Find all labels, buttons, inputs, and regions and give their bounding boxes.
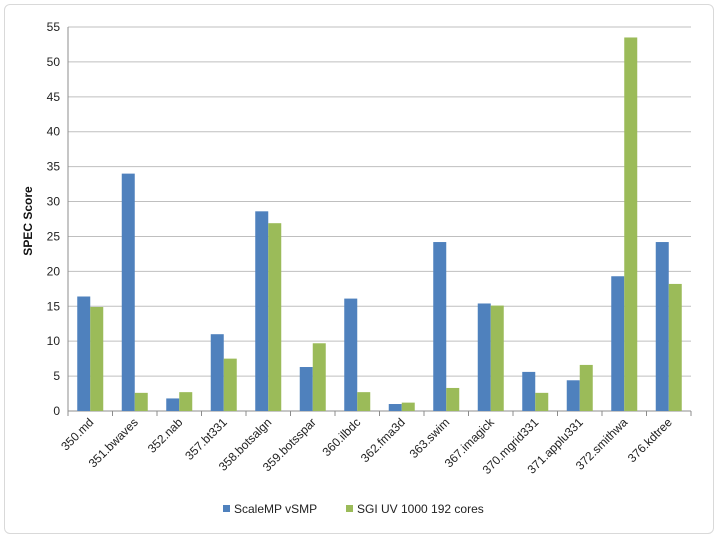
y-axis-title: SPEC Score	[21, 186, 35, 256]
bar-scalemp-360-ilbdc	[344, 298, 358, 411]
bar-scalemp-376-kdtree	[655, 242, 669, 411]
bar-sgi-uv-352-nab	[179, 392, 193, 411]
legend-label-sgi-uv: SGI UV 1000 192 cores	[357, 502, 484, 516]
bar-scalemp-363-swim	[433, 242, 447, 411]
y-tick-label: 10	[47, 334, 61, 348]
y-tick-label: 30	[47, 195, 61, 209]
bar-sgi-uv-372-smithwa	[624, 37, 638, 412]
bar-sgi-uv-370-mgrid331	[535, 392, 549, 411]
bar-sgi-uv-367-imagick	[490, 305, 504, 411]
bars-layer	[77, 37, 682, 412]
bar-scalemp-367-imagick	[477, 303, 491, 411]
x-tick-label: 352.nab	[145, 415, 186, 456]
bar-sgi-uv-360-ilbdc	[357, 392, 371, 411]
y-tick-label: 45	[47, 90, 61, 104]
y-tick-label: 40	[47, 125, 61, 139]
y-tick-label: 20	[47, 264, 61, 278]
legend-swatch-scalemp	[223, 505, 230, 512]
x-tick-label: 360.ilbdc	[319, 415, 363, 459]
x-tick-label: 362.fma3d	[358, 415, 408, 465]
y-tick-label: 15	[47, 299, 61, 313]
bar-sgi-uv-358-botsalgn	[268, 223, 282, 411]
bar-sgi-uv-359-botsspar	[312, 343, 326, 411]
x-tick-label: 350.md	[58, 415, 96, 453]
bar-scalemp-352-nab	[166, 398, 180, 411]
bar-sgi-uv-371-applu331	[579, 364, 593, 411]
bar-sgi-uv-376-kdtree	[668, 283, 682, 411]
y-tick-label: 0	[53, 404, 60, 418]
y-tick-label: 25	[47, 229, 61, 243]
bar-scalemp-351-bwaves	[121, 173, 135, 411]
bar-sgi-uv-363-swim	[446, 387, 460, 411]
y-tick-label: 5	[53, 369, 60, 383]
legend: ScaleMP vSMP SGI UV 1000 192 cores	[223, 502, 484, 516]
legend-label-scalemp: ScaleMP vSMP	[234, 502, 317, 516]
bar-scalemp-371-applu331	[566, 380, 580, 411]
y-tick-label: 35	[47, 160, 61, 174]
bar-sgi-uv-362-fma3d	[401, 402, 415, 411]
bar-sgi-uv-351-bwaves	[134, 392, 148, 411]
bar-scalemp-372-smithwa	[611, 276, 625, 411]
legend-swatch-sgi-uv	[346, 505, 353, 512]
y-tick-label: 50	[47, 55, 61, 69]
grid-layer	[68, 26, 691, 412]
bar-scalemp-358-botsalgn	[255, 211, 269, 411]
y-tick-label: 55	[47, 20, 61, 34]
x-tick-label: 376.kdtree	[625, 415, 675, 465]
bar-scalemp-370-mgrid331	[522, 371, 536, 411]
bar-sgi-uv-357-bt331	[223, 358, 237, 411]
bar-scalemp-362-fma3d	[388, 404, 402, 411]
bar-scalemp-350-md	[77, 296, 91, 411]
bar-scalemp-359-botsspar	[299, 367, 313, 411]
x-tick-label: 363.swim	[407, 415, 453, 461]
bar-sgi-uv-350-md	[90, 306, 104, 411]
bar-scalemp-357-bt331	[210, 334, 224, 411]
